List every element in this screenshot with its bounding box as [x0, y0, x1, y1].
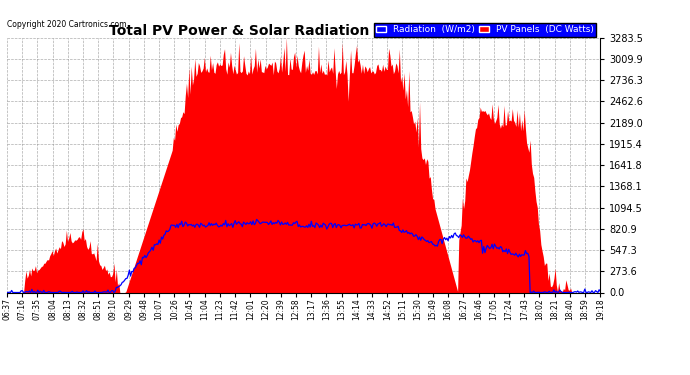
Title: Total PV Power & Solar Radiation Tue Apr 7 19:29: Total PV Power & Solar Radiation Tue Apr… [109, 24, 498, 38]
Text: Copyright 2020 Cartronics.com: Copyright 2020 Cartronics.com [7, 20, 126, 28]
Legend: Radiation  (W/m2), PV Panels  (DC Watts): Radiation (W/m2), PV Panels (DC Watts) [374, 22, 596, 36]
